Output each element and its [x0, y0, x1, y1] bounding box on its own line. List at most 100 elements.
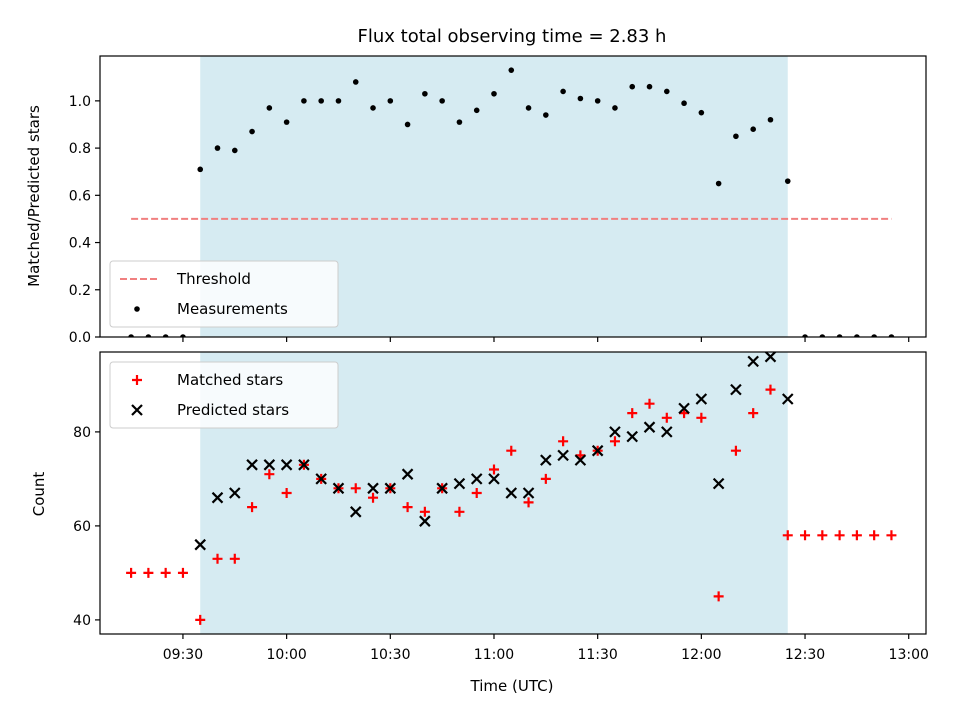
matched-stars-point	[851, 530, 862, 541]
matched-stars-point	[212, 553, 223, 564]
measurements-point	[888, 334, 895, 337]
measurements-point	[577, 95, 584, 102]
measurements-point	[231, 147, 238, 154]
predicted-stars-point	[263, 459, 276, 471]
predicted-stars-point	[453, 477, 466, 490]
bottom-y-tick-label: 40	[73, 613, 91, 629]
top-y-tick-label: 0.6	[69, 188, 91, 204]
measurements-point	[646, 83, 653, 90]
measurements-point	[612, 105, 618, 111]
x-tick-label: 10:30	[370, 647, 410, 663]
matched-stars-point	[523, 497, 534, 508]
predicted-stars-point	[643, 421, 656, 433]
top-y-axis-label: Matched/Predicted stars	[25, 105, 43, 287]
matched-stars-point	[281, 488, 292, 498]
matched-stars-point	[471, 488, 482, 498]
matched-stars-point	[713, 591, 724, 602]
matched-stars-legend-swatch	[132, 375, 142, 385]
matched-stars-point	[609, 436, 620, 447]
matched-stars-legend-label: Matched stars	[177, 371, 283, 389]
predicted-stars-point	[401, 468, 414, 480]
bottom-y-axis-label: Count	[30, 472, 48, 517]
measurements-point	[145, 334, 152, 337]
count-panel: 40 60 80 09:30 10:00 10:30 11:00 11:30 12:00 12:3…	[73, 351, 929, 663]
matched-stars-point	[126, 567, 137, 578]
matched-stars-point	[886, 530, 897, 541]
predicted-stars-point	[298, 459, 310, 471]
measurements-point	[335, 98, 342, 104]
matched-stars-point	[419, 506, 430, 517]
predicted-stars-point	[470, 473, 483, 485]
matched-stars-point	[782, 530, 793, 541]
predicted-stars-point	[730, 383, 742, 396]
predicted-stars-point	[747, 355, 759, 368]
x-tick-label: 11:30	[577, 647, 617, 663]
predicted-stars-point	[315, 473, 327, 485]
matched-stars-point	[177, 567, 188, 578]
matched-stars-point	[644, 398, 655, 409]
matched-stars-point	[160, 567, 171, 578]
matched-stars-point	[696, 412, 707, 423]
measurements-point	[871, 334, 877, 337]
predicted-stars-point	[557, 449, 569, 462]
measurements-point	[249, 128, 255, 135]
matched-stars-point	[247, 502, 258, 513]
measurements-point	[266, 105, 273, 111]
matched-stars-point	[558, 436, 569, 447]
matched-stars-point	[454, 506, 465, 517]
measurements-point	[370, 105, 376, 111]
bottom-y-tick-label: 60	[73, 519, 91, 535]
matched-stars-point	[765, 384, 776, 395]
measurements-point	[715, 180, 722, 187]
predicted-stars-point	[781, 393, 794, 405]
measurements-point	[491, 90, 497, 97]
matched-stars-point	[540, 473, 551, 484]
predicted-stars-point	[609, 426, 621, 438]
bottom-legend-box	[109, 361, 339, 429]
predicted-stars-point	[211, 491, 224, 504]
x-tick-label: 11:00	[474, 647, 514, 663]
matched-stars-point	[143, 567, 154, 578]
ratio-panel: 0.0 0.2 0.4 0.6 0.8 1.0 Threshold Measurements	[69, 55, 927, 346]
measurements-point	[318, 98, 324, 104]
predicted-stars-legend-swatch	[131, 404, 143, 416]
measurements-point	[629, 83, 636, 90]
matched-stars-point	[229, 553, 240, 564]
measurements-point	[283, 119, 290, 125]
matched-stars-point	[748, 408, 759, 419]
measurements-point	[663, 88, 670, 95]
measurements-point	[162, 334, 169, 337]
top-legend-box	[109, 260, 339, 328]
x-tick-label: 09:30	[163, 647, 203, 663]
measurements-point	[214, 145, 221, 151]
chart-title: Flux total observing time = 2.83 h	[358, 26, 667, 47]
predicted-stars-point	[349, 506, 362, 518]
matched-stars-point	[834, 530, 845, 541]
matched-stars-point	[661, 412, 672, 423]
measurements-point	[543, 112, 549, 118]
matched-stars-point	[195, 614, 206, 625]
measurements-point	[197, 166, 204, 173]
predicted-stars-point	[764, 352, 777, 363]
matched-stars-point	[730, 445, 741, 456]
measurements-point	[681, 100, 687, 107]
top-axes-frame	[99, 55, 927, 338]
predicted-stars-point	[488, 473, 500, 485]
top-legend: Threshold Measurements	[109, 260, 339, 328]
predicted-stars-point	[505, 487, 518, 499]
x-axis-label: Time (UTC)	[470, 677, 554, 695]
measurements-point	[767, 116, 774, 123]
top-y-tick-label: 0.2	[69, 283, 91, 299]
measurements-legend-label: Measurements	[177, 300, 288, 318]
predicted-stars-point	[436, 482, 448, 495]
predicted-stars-point	[678, 402, 690, 415]
measurements-point	[854, 334, 860, 337]
measurements-point	[836, 334, 843, 337]
predicted-stars-point	[229, 487, 241, 499]
measurements-point	[352, 79, 359, 85]
predicted-stars-point	[280, 459, 293, 471]
predicted-stars-point	[384, 482, 397, 495]
top-y-tick-label: 0.4	[69, 236, 91, 252]
top-y-tick-label: 0.0	[69, 330, 91, 346]
measurements-point	[594, 98, 601, 104]
